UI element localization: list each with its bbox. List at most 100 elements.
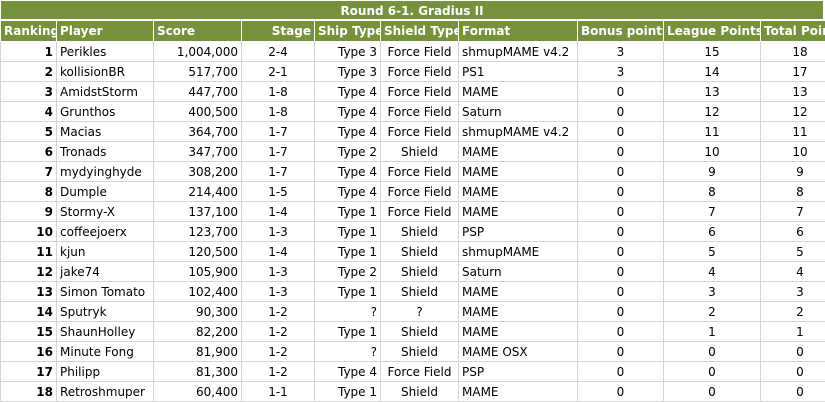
cell-stage: 1-7 xyxy=(242,142,315,162)
cell-ship-type: Type 2 xyxy=(315,142,381,162)
cell-score: 214,400 xyxy=(154,182,242,202)
cell-player: Macias xyxy=(57,122,154,142)
cell-bonus-points: 3 xyxy=(578,62,664,82)
cell-ranking: 10 xyxy=(1,222,57,242)
cell-shield-type: Shield xyxy=(381,382,459,402)
cell-format: shmupMAME xyxy=(459,242,578,262)
cell-total-points: 0 xyxy=(761,382,825,402)
cell-player: Grunthos xyxy=(57,102,154,122)
cell-league-points: 5 xyxy=(664,242,761,262)
cell-bonus-points: 0 xyxy=(578,342,664,362)
cell-ranking: 6 xyxy=(1,142,57,162)
cell-shield-type: Shield xyxy=(381,222,459,242)
header-player: Player xyxy=(57,21,154,42)
cell-ranking: 11 xyxy=(1,242,57,262)
cell-score: 308,200 xyxy=(154,162,242,182)
cell-score: 517,700 xyxy=(154,62,242,82)
cell-player: jake74 xyxy=(57,262,154,282)
cell-shield-type: Shield xyxy=(381,342,459,362)
cell-format: shmupMAME v4.2 xyxy=(459,122,578,142)
cell-player: kjun xyxy=(57,242,154,262)
cell-ranking: 8 xyxy=(1,182,57,202)
cell-total-points: 4 xyxy=(761,262,825,282)
cell-ranking: 14 xyxy=(1,302,57,322)
cell-total-points: 7 xyxy=(761,202,825,222)
cell-format: shmupMAME v4.2 xyxy=(459,42,578,62)
cell-ship-type: Type 4 xyxy=(315,162,381,182)
cell-ranking: 12 xyxy=(1,262,57,282)
cell-ship-type: Type 2 xyxy=(315,262,381,282)
cell-ranking: 7 xyxy=(1,162,57,182)
cell-stage: 2-4 xyxy=(242,42,315,62)
cell-league-points: 3 xyxy=(664,282,761,302)
cell-score: 447,700 xyxy=(154,82,242,102)
cell-player: Retroshmuper xyxy=(57,382,154,402)
cell-ranking: 13 xyxy=(1,282,57,302)
cell-bonus-points: 0 xyxy=(578,282,664,302)
cell-player: ShaunHolley xyxy=(57,322,154,342)
cell-league-points: 13 xyxy=(664,82,761,102)
cell-stage: 1-1 xyxy=(242,382,315,402)
cell-score: 400,500 xyxy=(154,102,242,122)
header-row: Ranking Player Score Stage Ship Type Shi… xyxy=(1,21,825,42)
cell-shield-type: Force Field xyxy=(381,162,459,182)
cell-league-points: 8 xyxy=(664,182,761,202)
cell-score: 102,400 xyxy=(154,282,242,302)
cell-ranking: 18 xyxy=(1,382,57,402)
cell-bonus-points: 0 xyxy=(578,202,664,222)
cell-total-points: 0 xyxy=(761,342,825,362)
cell-format: MAME xyxy=(459,162,578,182)
cell-bonus-points: 0 xyxy=(578,222,664,242)
cell-format: Saturn xyxy=(459,102,578,122)
cell-shield-type: Force Field xyxy=(381,62,459,82)
cell-total-points: 10 xyxy=(761,142,825,162)
cell-total-points: 2 xyxy=(761,302,825,322)
cell-shield-type: Shield xyxy=(381,322,459,342)
cell-total-points: 17 xyxy=(761,62,825,82)
cell-stage: 1-3 xyxy=(242,222,315,242)
round-title: Round 6-1. Gradius II xyxy=(0,0,824,20)
cell-player: Stormy-X xyxy=(57,202,154,222)
cell-bonus-points: 0 xyxy=(578,142,664,162)
cell-player: Simon Tomato xyxy=(57,282,154,302)
cell-ship-type: Type 1 xyxy=(315,282,381,302)
cell-total-points: 12 xyxy=(761,102,825,122)
cell-score: 81,900 xyxy=(154,342,242,362)
cell-ranking: 3 xyxy=(1,82,57,102)
cell-total-points: 6 xyxy=(761,222,825,242)
header-total-points: Total Points xyxy=(761,21,825,42)
cell-score: 60,400 xyxy=(154,382,242,402)
cell-ship-type: Type 4 xyxy=(315,122,381,142)
cell-shield-type: ? xyxy=(381,302,459,322)
cell-ship-type: Type 4 xyxy=(315,102,381,122)
cell-format: MAME xyxy=(459,282,578,302)
cell-format: PSP xyxy=(459,222,578,242)
cell-stage: 1-7 xyxy=(242,122,315,142)
cell-format: MAME xyxy=(459,382,578,402)
cell-league-points: 4 xyxy=(664,262,761,282)
cell-ship-type: Type 4 xyxy=(315,82,381,102)
cell-stage: 1-4 xyxy=(242,202,315,222)
cell-player: coffeejoerx xyxy=(57,222,154,242)
cell-ranking: 15 xyxy=(1,322,57,342)
cell-total-points: 18 xyxy=(761,42,825,62)
cell-stage: 1-5 xyxy=(242,182,315,202)
header-bonus-points: Bonus points xyxy=(578,21,664,42)
cell-player: Philipp xyxy=(57,362,154,382)
cell-ship-type: ? xyxy=(315,302,381,322)
cell-ranking: 5 xyxy=(1,122,57,142)
cell-league-points: 6 xyxy=(664,222,761,242)
cell-stage: 1-3 xyxy=(242,282,315,302)
cell-score: 81,300 xyxy=(154,362,242,382)
cell-bonus-points: 0 xyxy=(578,302,664,322)
cell-total-points: 13 xyxy=(761,82,825,102)
